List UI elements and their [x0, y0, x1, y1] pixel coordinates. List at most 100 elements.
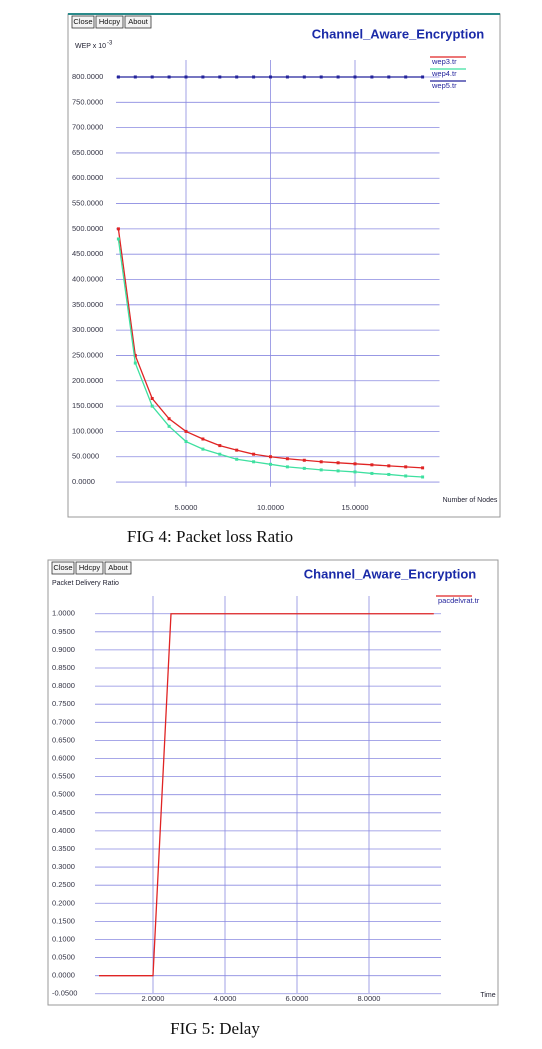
y-tick-label: 500.0000 [72, 224, 103, 233]
point [201, 437, 205, 441]
y-tick-label: 0.0000 [72, 477, 95, 486]
point [370, 75, 374, 79]
y-tick-label: 0.8000 [52, 681, 75, 690]
x-tick-label: 4.0000 [214, 994, 237, 1003]
point [218, 75, 222, 79]
y-tick-label: 450.0000 [72, 249, 103, 258]
button-label[interactable]: About [108, 563, 129, 572]
y-tick-label: 200.0000 [72, 376, 103, 385]
y-tick-label: 400.0000 [72, 274, 103, 283]
window-frame [47, 559, 499, 1006]
y-tick-label: 0.2000 [52, 898, 75, 907]
button[interactable] [51, 561, 75, 575]
y-tick-label: 0.9000 [52, 645, 75, 654]
point [285, 465, 289, 469]
button-label[interactable]: Hdcpy [99, 17, 121, 26]
figure-caption: FIG 5: Delay [170, 1019, 260, 1038]
point [319, 468, 323, 472]
y-tick-label: 0.7000 [52, 717, 75, 726]
point [269, 75, 272, 79]
button[interactable] [104, 561, 132, 575]
series-line [99, 613, 434, 977]
y-tick-label: 0.6500 [52, 735, 75, 744]
point [404, 75, 408, 79]
point [353, 462, 357, 466]
y-tick-label: 0.8500 [52, 663, 75, 672]
y-tick-label: 700.0000 [72, 123, 103, 132]
y-tick-label: 150.0000 [72, 401, 103, 410]
y-tick-label: 650.0000 [72, 148, 103, 157]
y-tick-label: 800.0000 [72, 72, 103, 81]
button-label[interactable]: Hdcpy [79, 563, 101, 572]
x-tick-label: 5.0000 [175, 503, 198, 512]
point [235, 448, 239, 452]
point [421, 75, 425, 79]
point [167, 417, 171, 421]
legend-label: wep4.tr [431, 69, 457, 78]
point [252, 75, 256, 79]
point [285, 457, 289, 461]
point [285, 75, 289, 79]
point [116, 237, 120, 241]
y-tick-label: 0.1500 [52, 916, 75, 925]
point [235, 75, 239, 79]
y-tick-label: 0.0000 [52, 971, 75, 980]
point [184, 75, 188, 79]
point [184, 429, 188, 433]
y-axis-label-exponent: -3 [107, 41, 113, 47]
point [167, 424, 171, 428]
point [336, 75, 340, 79]
point [252, 460, 256, 464]
point [252, 452, 256, 456]
x-axis-label: Number of Nodes [443, 497, 498, 504]
x-tick-label: 10.0000 [257, 503, 284, 512]
y-tick-label: 0.3500 [52, 844, 75, 853]
y-tick-label: 600.0000 [72, 173, 103, 182]
legend-label: pacdelvrat.tr [438, 596, 480, 605]
button[interactable] [75, 561, 104, 575]
point [150, 75, 154, 79]
point [184, 440, 188, 444]
point [302, 458, 306, 462]
button-label[interactable]: About [128, 17, 149, 26]
point [201, 447, 205, 451]
point [421, 466, 425, 470]
point [421, 475, 425, 479]
y-tick-label: 300.0000 [72, 325, 103, 334]
point [133, 353, 137, 357]
y-tick-label: 0.1000 [52, 934, 75, 943]
y-tick-label: 350.0000 [72, 300, 103, 309]
figure-caption: FIG 4: Packet loss Ratio [127, 527, 293, 546]
y-tick-label: 100.0000 [72, 426, 103, 435]
legend-label: wep5.tr [431, 81, 457, 90]
point [218, 444, 222, 448]
button[interactable] [124, 15, 152, 29]
point [404, 465, 408, 469]
point [201, 75, 205, 79]
y-tick-label: 750.0000 [72, 97, 103, 106]
chart-title: Channel_Aware_Encryption [304, 566, 476, 581]
x-tick-label: 6.0000 [286, 994, 309, 1003]
point [353, 75, 357, 79]
point [302, 75, 306, 79]
button[interactable] [71, 15, 95, 29]
point [133, 361, 137, 365]
y-tick-label: 0.6000 [52, 753, 75, 762]
button-label[interactable]: Close [73, 17, 92, 26]
point [167, 75, 171, 79]
y-tick-label: 0.5500 [52, 772, 75, 781]
y-axis-label: Packet Delivery Ratio [52, 580, 119, 587]
point [319, 460, 323, 464]
y-tick-label: 0.2500 [52, 880, 75, 889]
button[interactable] [95, 15, 124, 29]
y-tick-label: 1.0000 [52, 609, 75, 618]
y-tick-label: 0.4500 [52, 808, 75, 817]
y-tick-label: 550.0000 [72, 199, 103, 208]
point [404, 474, 408, 478]
button-label[interactable]: Close [53, 563, 72, 572]
y-tick-label: 250.0000 [72, 350, 103, 359]
point [336, 469, 340, 473]
x-tick-label: 8.0000 [358, 994, 381, 1003]
